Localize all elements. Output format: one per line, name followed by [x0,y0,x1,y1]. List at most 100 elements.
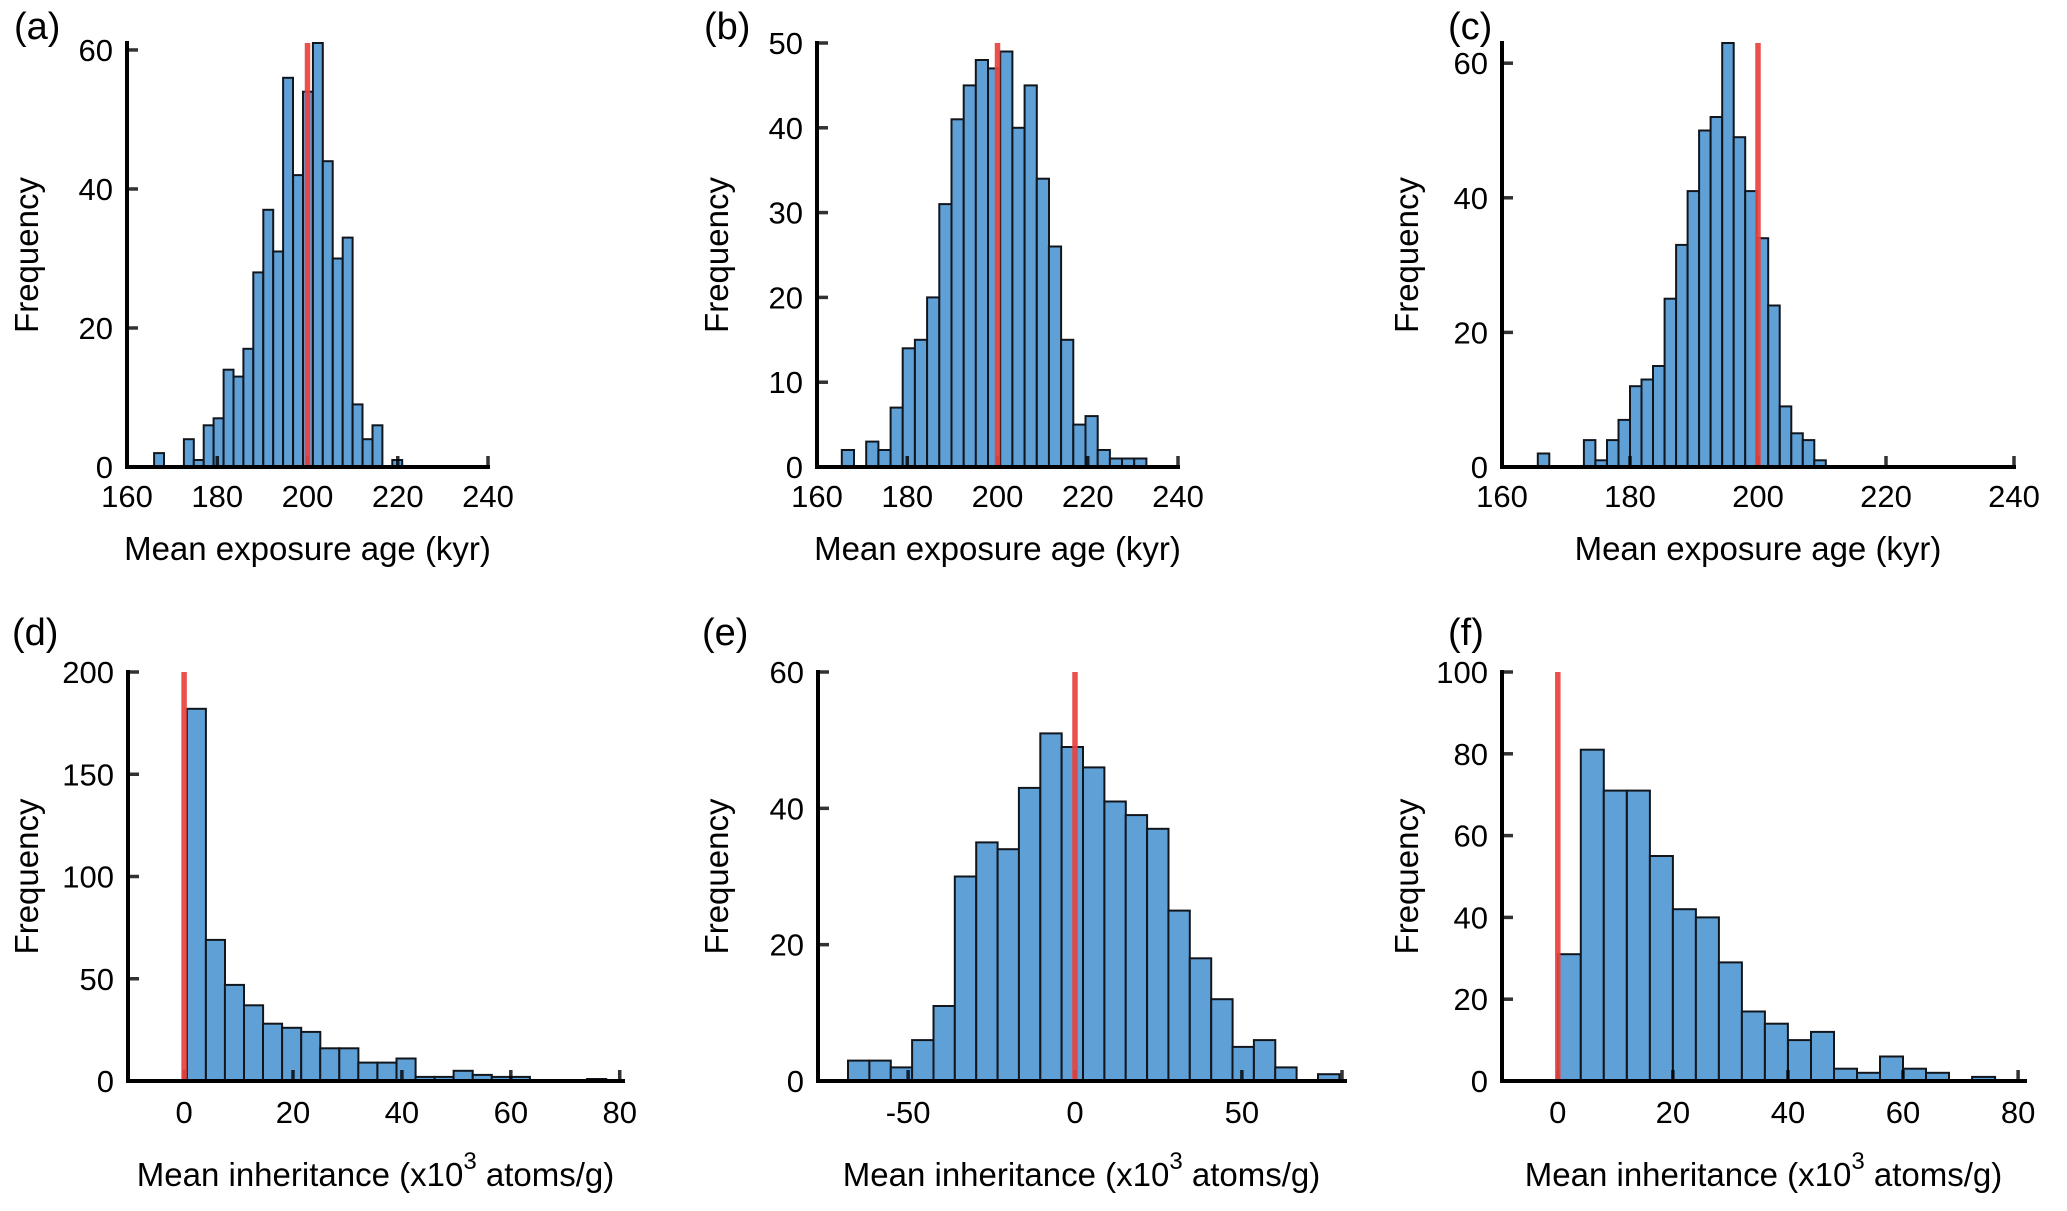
histogram-bar [1652,365,1666,468]
x-axis-label: Mean inheritance (x103 atoms/g) [1525,1148,2002,1193]
y-tick-label: 0 [97,1064,114,1099]
histogram-bar [357,1061,379,1083]
histogram-bar [262,1022,284,1083]
x-tick-label: 0 [175,1095,192,1130]
axes [815,41,1180,469]
histogram-bar [865,440,880,469]
y-tick-label: 0 [786,450,803,485]
histogram-bar [911,1039,935,1083]
histogram-bar [376,1061,398,1083]
histogram-bar [847,1059,871,1083]
x-tick-label: 160 [791,479,843,514]
x-tick-label: 200 [972,479,1024,514]
histogram-bar [371,424,384,468]
x-tick-label: 20 [1656,1095,1690,1130]
histogram-bar [1740,1010,1766,1082]
histogram-bar [361,438,374,469]
y-axis-label: Frequency [8,798,45,954]
histogram-bar [1763,1022,1789,1083]
histogram-bar [1035,177,1050,468]
y-tick-label: 0 [1471,1064,1488,1099]
histogram-bar [901,347,916,468]
y-tick-label: 10 [769,365,803,400]
histogram-bar [331,257,344,468]
histogram-bar [1778,405,1793,468]
y-tick-label: 20 [770,928,804,963]
y-tick-label: 20 [769,280,803,315]
histogram-bar [282,76,295,469]
histogram-bar [1023,84,1038,469]
histogram-bar [1767,304,1781,468]
x-axis-label: Mean exposure age (kyr) [1575,530,1942,567]
x-tick-label: -50 [886,1095,931,1130]
y-tick-label: 50 [769,26,803,61]
panel-d: 0 20 40 60 80 0 50 100 150 200 Frequency Mean inher… [0,600,689,1211]
y-tick-label: 40 [79,172,113,207]
x-tick-label: 40 [1771,1095,1805,1130]
axes [816,670,1347,1083]
panel-label-a: (a) [14,6,61,48]
y-tick-label: 20 [1454,982,1488,1017]
histogram-bar [1648,855,1674,1082]
x-tick-label: 180 [881,479,933,514]
histogram-bar [1602,789,1628,1082]
histogram-bar [1790,432,1804,468]
histogram-bar [953,875,978,1082]
histogram-bar [1663,297,1678,469]
y-tick-label: 80 [1454,737,1488,772]
axes [126,670,625,1083]
histogram-bar [1579,748,1605,1082]
histogram-bar [974,59,989,468]
histogram-bar [242,347,255,468]
y-tick-label: 30 [769,196,803,231]
y-tick-label: 60 [1454,819,1488,854]
histogram-bar [1146,827,1170,1082]
y-tick-label: 60 [1454,46,1488,81]
panel-a-chart: 160 180 200 220 240 0 20 40 60 Frequency Mean expo… [8,33,514,567]
x-tick-label: 160 [101,479,153,514]
panel-label-c: (c) [1448,6,1493,48]
panel-e: -50 0 50 0 20 40 60 Frequency Mean inheritance (… [690,600,1380,1211]
y-tick-label: 100 [62,860,114,895]
histogram-bar [1640,378,1654,468]
histogram-bar [272,250,285,468]
panel-e-chart: -50 0 50 0 20 40 60 Frequency Mean inheritance (… [698,655,1347,1193]
x-tick-label: 0 [1066,1095,1083,1130]
panel-label-b: (b) [704,6,751,48]
x-tick-label: 60 [1886,1095,1920,1130]
histogram-bar [185,707,207,1083]
x-tick-label: 180 [191,479,243,514]
histogram-bar [1625,789,1651,1082]
x-tick-label: 40 [385,1095,419,1130]
histogram-bar [1047,245,1063,468]
histogram-bar [1717,961,1743,1082]
histogram-bar [223,983,245,1082]
histogram-bar [889,406,904,469]
y-tick-label: 200 [62,655,114,690]
histogram-bar [1686,190,1701,468]
histogram-bar [1103,800,1127,1082]
y-tick-label: 0 [787,1064,804,1099]
histogram-bar [938,203,953,468]
histogram-bar [243,1004,265,1082]
y-tick-label: 60 [770,655,804,690]
x-axis-label: Mean inheritance (x103 atoms/g) [843,1148,1320,1193]
histogram-bar [1787,1039,1812,1083]
histogram-bar [975,841,999,1082]
x-tick-label: 180 [1604,479,1656,514]
panel-b: 160 180 200 220 240 0 10 20 30 40 50 Frequency Mean … [690,0,1380,600]
y-tick-label: 40 [1454,900,1488,935]
histogram-bar [1096,449,1111,468]
y-tick-label: 40 [769,111,803,146]
histogram-bar [840,449,856,468]
histogram-bar [1082,766,1106,1082]
x-tick-label: 50 [1225,1095,1259,1130]
histogram-bar [321,160,334,468]
panel-label-f: (f) [1448,612,1484,654]
histogram-bar [1721,42,1735,468]
histogram-bar [202,424,215,468]
histogram-bar [395,1057,417,1082]
histogram-bar [1556,953,1582,1083]
histogram-bar [1671,908,1697,1083]
histogram-bar [153,452,166,469]
